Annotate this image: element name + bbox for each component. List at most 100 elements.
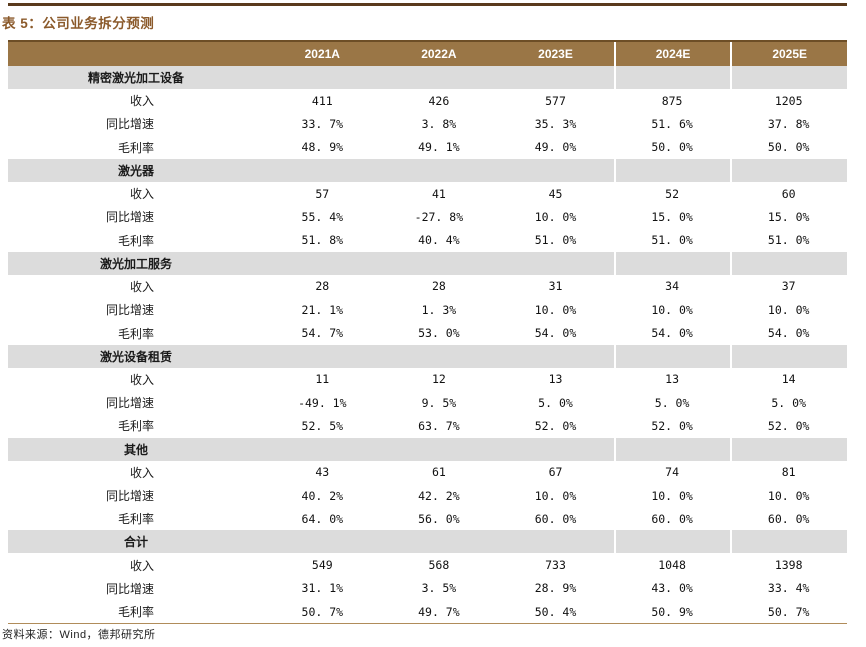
value-cell: 52. 0% [651,418,693,433]
section-band-cell [497,252,614,275]
section-band-cell [730,437,847,461]
value-cell: 60. 0% [767,511,810,526]
section-band-cell [264,530,381,553]
table-row: 同比增速 55. 4% -27. 8% 10. 0% 15. 0% 15. 0% [8,205,847,229]
value-cell: 33. 7% [301,116,344,131]
value-cell: 40. 2% [301,488,344,503]
value-cell: 50. 0% [767,140,810,155]
metric-label: 同比增速 [105,396,154,411]
value-cell: 733 [545,558,566,573]
value-cell: 60. 0% [534,511,577,526]
value-cell: 54. 0% [767,326,810,341]
value-cell: 31 [548,279,563,294]
section-name: 激光设备租赁 [99,349,172,364]
table-row: 毛利率 50. 7% 49. 7% 50. 4% 50. 9% 50. 7% [8,600,847,624]
section-band-cell [613,251,731,275]
value-cell: 10. 0% [534,302,577,317]
table-row: 同比增速 31. 1% 3. 5% 28. 9% 43. 0% 33. 4% [8,576,847,601]
value-cell: 81 [781,465,796,480]
value-cell: 57 [315,186,330,201]
table-row: 毛利率 48. 9% 49. 1% 49. 0% 50. 0% 50. 0% [8,135,847,159]
table-row: 毛利率 52. 5% 63. 7% 52. 0% 52. 0% 52. 0% [8,414,847,438]
value-cell: 51. 8% [301,233,344,248]
table-row: 收入 28 28 31 34 37 [8,274,847,299]
value-cell: 50. 4% [534,604,577,619]
section-band-cell [264,345,381,368]
section-band-cell [613,344,731,368]
table-row: 同比增速 -49. 1% 9. 5% 5. 0% 5. 0% 5. 0% [8,390,847,415]
metric-label: 收入 [129,558,154,573]
value-cell: 49. 7% [418,604,460,619]
value-cell: 51. 0% [651,233,693,248]
metric-label: 收入 [129,279,154,294]
value-cell: 43 [315,465,330,480]
value-cell: 3. 8% [421,116,457,131]
value-cell: 60. 0% [651,511,693,526]
metric-label: 收入 [129,372,154,387]
value-cell: 54. 0% [534,326,577,341]
table-row: 同比增速 40. 2% 42. 2% 10. 0% 10. 0% 10. 0% [8,483,847,508]
metric-label: 毛利率 [117,326,154,341]
value-cell: 10. 0% [651,302,693,317]
section-name: 合计 [123,535,148,550]
value-cell: 50. 7% [767,604,810,619]
value-cell: 54. 0% [651,326,693,341]
section-band-cell [264,438,381,461]
section-header-row: 激光设备租赁 [8,344,847,368]
section-name: 激光器 [117,163,154,178]
value-cell: 13 [665,372,680,387]
value-cell: -49. 1% [298,395,347,410]
metric-label: 毛利率 [117,419,154,434]
value-cell: 33. 4% [767,581,810,596]
table-top-rule [8,3,847,6]
value-cell: 52 [665,186,680,201]
value-cell: 10. 0% [767,488,810,503]
value-cell: 45 [548,186,563,201]
section-band-cell [497,530,614,553]
value-cell: 63. 7% [418,418,460,433]
source-note: 资料来源：Wind，德邦研究所 [2,629,156,641]
section-header-row: 合计 [8,530,847,554]
value-cell: 51. 6% [651,116,693,131]
value-cell: 10. 0% [534,209,577,224]
value-cell: 52. 0% [534,418,577,433]
section-header-row: 激光器 [8,158,847,182]
metric-label: 同比增速 [105,210,154,225]
value-cell: 67 [548,465,563,480]
value-cell: 549 [311,558,333,573]
value-cell: 577 [545,93,566,108]
value-cell: 28. 9% [534,581,577,596]
metric-label: 收入 [129,465,154,480]
table-row: 毛利率 51. 8% 40. 4% 51. 0% 51. 0% 51. 0% [8,228,847,252]
section-header-row: 激光加工服务 [8,251,847,275]
year-column-header: 2021A [304,47,340,61]
section-band-cell [381,252,498,275]
section-band-cell [264,159,381,182]
value-cell: 34 [665,279,680,294]
section-band-cell [613,66,731,89]
value-cell: 28 [431,279,446,294]
section-band-cell [381,345,498,368]
value-cell: 426 [428,93,450,108]
table-row: 同比增速 33. 7% 3. 8% 35. 3% 51. 6% 37. 8% [8,112,847,136]
section-band-cell [613,437,731,461]
value-cell: 10. 0% [534,488,577,503]
value-cell: 48. 9% [301,140,344,155]
value-cell: 37 [781,279,796,294]
section-band-cell [730,251,847,275]
section-name: 其他 [123,442,148,457]
value-cell: 12 [431,372,446,387]
table-row: 收入 57 41 45 52 60 [8,181,847,206]
metric-label: 收入 [129,94,154,109]
table-header-row: 2021A 2022A 2023E 2024E 2025E [8,40,847,66]
business-forecast-table: 2021A 2022A 2023E 2024E 2025E 精密激光加工设备 收入… [8,40,847,625]
table-body: 精密激光加工设备 收入 411 426 577 875 1205 同比增速 33. 7% 3. 8… [8,66,847,624]
section-band-cell [497,66,614,89]
value-cell: 56. 0% [418,511,460,526]
value-cell: 55. 4% [301,209,344,224]
value-cell: 52. 0% [767,418,810,433]
year-column-header: 2023E [538,47,573,61]
section-band-cell [730,158,847,182]
table-row: 毛利率 54. 7% 53. 0% 54. 0% 54. 0% 54. 0% [8,321,847,345]
value-cell: 21. 1% [301,302,344,317]
